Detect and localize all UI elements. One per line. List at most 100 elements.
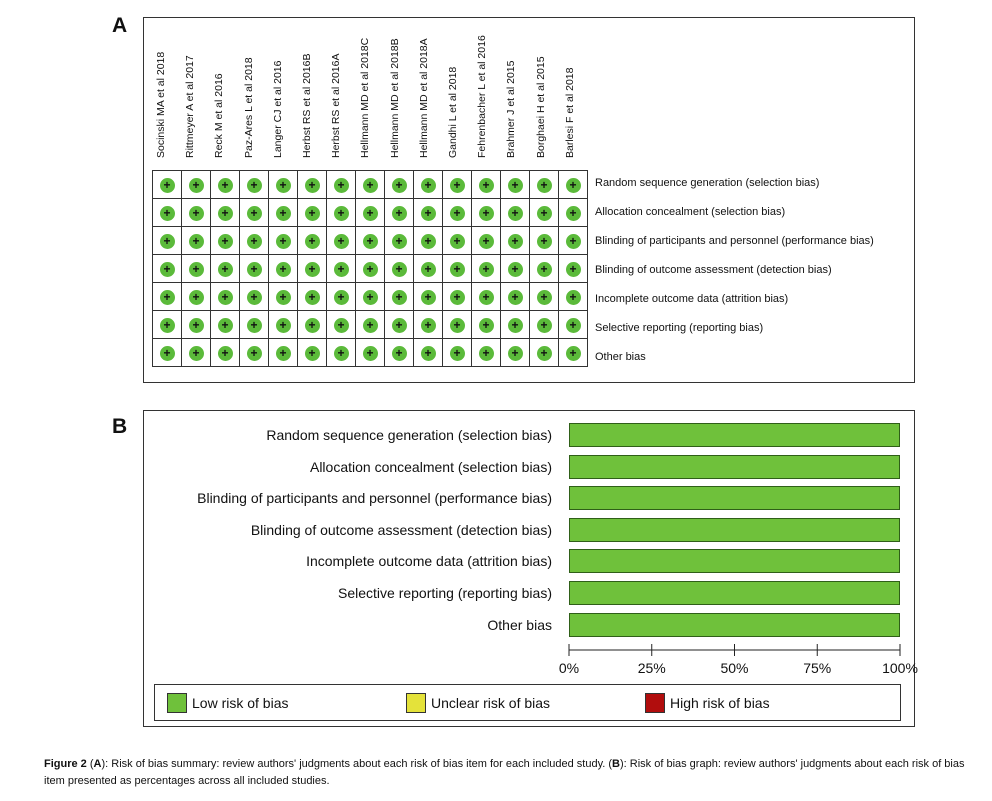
low-risk-icon: + [217,345,233,361]
judgment-cell: + [268,338,298,367]
low-risk-icon: + [246,345,262,361]
low-risk-icon: + [159,345,175,361]
low-risk-icon: + [304,177,320,193]
low-risk-icon: + [507,261,523,277]
judgment-cell: + [152,338,182,367]
low-risk-icon: + [536,261,552,277]
judgment-cell: + [442,254,472,283]
judgment-cell: + [442,338,472,367]
grid-row: + + + + + + + + + + + + + + + [152,226,588,255]
low-risk-icon: + [304,289,320,305]
judgment-cell: + [210,310,240,339]
judgment-cell: + [181,338,211,367]
low-risk-icon: + [478,289,494,305]
low-risk-icon: + [449,317,465,333]
judgment-cell: + [442,310,472,339]
legend-label-unclear: Unclear risk of bias [431,695,551,711]
judgment-cell: + [268,198,298,227]
graph-domain-label: Random sequence generation (selection bi… [266,427,552,443]
low-risk-icon: + [246,289,262,305]
study-label: Herbst RS et al 2016B [298,34,328,164]
low-risk-icon: + [420,233,436,249]
panel-a-letter: A [112,14,128,37]
low-risk-icon: + [275,205,291,221]
study-label-text: Hellmann MD et al 2018C [359,37,372,158]
graph-domain-label: Blinding of outcome assessment (detectio… [250,521,552,538]
low-risk-icon: + [478,261,494,277]
caption-a-letter: A [93,758,102,770]
judgment-cell: + [529,310,559,339]
low-risk-icon: + [217,233,233,249]
legend-swatch-unclear [406,693,426,713]
graph-domain-label: Selective reporting (reporting bias) [338,585,552,601]
study-label: Paz-Ares L et al 2018 [240,34,270,164]
judgment-cell: + [297,170,327,199]
judgment-cell: + [355,170,385,199]
low-risk-icon: + [246,205,262,221]
judgment-cell: + [181,310,211,339]
low-risk-icon: + [159,261,175,277]
judgment-cell: + [355,254,385,283]
low-risk-icon: + [304,317,320,333]
judgment-cell: + [297,310,327,339]
judgment-cell: + [413,338,443,367]
bar-segment [569,423,900,447]
judgment-cell: + [268,254,298,283]
judgment-cell: + [239,282,269,311]
low-risk-icon: + [188,233,204,249]
judgment-cell: + [210,338,240,367]
low-risk-icon: + [565,233,581,249]
low-risk-icon: + [391,345,407,361]
study-label-text: Fehrenbacher L et al 2016 [476,35,489,158]
judgment-cell: + [529,338,559,367]
low-risk-icon: + [159,177,175,193]
judgment-cell: + [152,254,182,283]
low-risk-icon: + [391,261,407,277]
judgment-cell: + [355,338,385,367]
study-label: Gandhi L et al 2018 [444,34,474,164]
judgment-cell: + [239,338,269,367]
study-label: Brahmer J et al 2015 [502,34,532,164]
low-risk-icon: + [333,233,349,249]
low-risk-icon: + [565,317,581,333]
grid-row: + + + + + + + + + + + + + + + [152,198,588,227]
legend-label-low: Low risk of bias [192,695,289,711]
low-risk-icon: + [507,177,523,193]
low-risk-icon: + [304,345,320,361]
domain-label: Blinding of participants and personnel (… [595,235,874,247]
grid-row: + + + + + + + + + + + + + + + [152,338,588,367]
judgment-cell: + [442,282,472,311]
low-risk-icon: + [420,317,436,333]
judgment-cell: + [413,198,443,227]
study-label-text: Hellmann MD et al 2018B [388,38,401,158]
study-label: Hellmann MD et al 2018A [415,34,445,164]
low-risk-icon: + [449,205,465,221]
low-risk-icon: + [362,177,378,193]
low-risk-icon: + [449,345,465,361]
low-risk-icon: + [246,317,262,333]
low-risk-icon: + [275,261,291,277]
low-risk-icon: + [188,345,204,361]
low-risk-icon: + [275,177,291,193]
study-label: Reck M et al 2016 [210,34,240,164]
judgment-cell: + [558,226,588,255]
low-risk-icon: + [333,317,349,333]
judgment-cell: + [268,310,298,339]
judgment-cell: + [239,310,269,339]
judgment-cell: + [268,170,298,199]
low-risk-icon: + [362,233,378,249]
judgment-cell: + [210,226,240,255]
judgment-cell: + [384,282,414,311]
study-label: Barlesi F et al 2018 [561,34,591,164]
judgment-cell: + [558,282,588,311]
judgment-cell: + [297,198,327,227]
judgment-cell: + [297,254,327,283]
low-risk-icon: + [536,205,552,221]
judgment-cell: + [326,338,356,367]
judgment-cell: + [152,282,182,311]
low-risk-icon: + [246,233,262,249]
grid-row: + + + + + + + + + + + + + + + [152,310,588,339]
judgment-cell: + [558,170,588,199]
legend: Low risk of bias Unclear risk of bias Hi… [154,684,901,721]
judgment-cell: + [181,254,211,283]
